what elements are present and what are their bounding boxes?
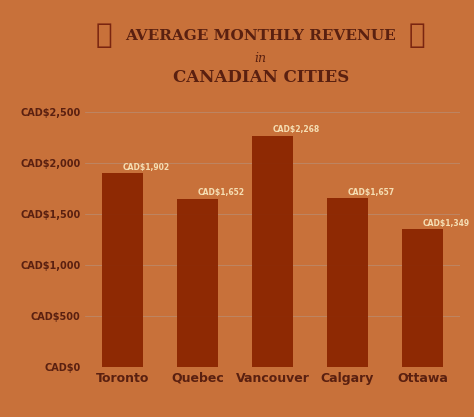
Text: 🍁: 🍁 [96, 21, 113, 50]
Bar [177, 198, 218, 367]
Text: AVERAGE MONTHLY REVENUE: AVERAGE MONTHLY REVENUE [125, 29, 396, 43]
Bar [327, 198, 368, 367]
Bar [252, 136, 293, 367]
Bar [402, 229, 443, 367]
Text: CANADIAN CITIES: CANADIAN CITIES [173, 69, 349, 86]
Bar [102, 173, 143, 367]
Text: CAD$1,657: CAD$1,657 [347, 188, 394, 196]
Text: CAD$2,268: CAD$2,268 [273, 125, 320, 134]
Text: in: in [255, 52, 267, 65]
Text: CAD$1,902: CAD$1,902 [123, 163, 170, 171]
Text: 🍁: 🍁 [409, 21, 426, 50]
Text: CAD$1,652: CAD$1,652 [198, 188, 245, 197]
Text: CAD$1,349: CAD$1,349 [422, 219, 469, 228]
